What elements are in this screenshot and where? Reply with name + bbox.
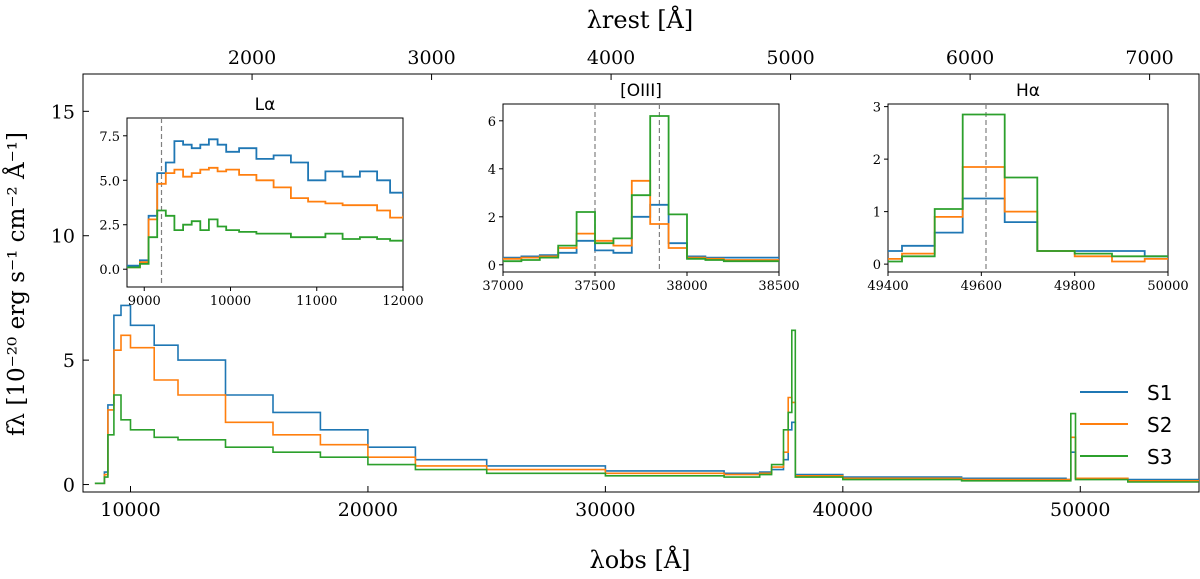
inset-title: Lα — [255, 95, 276, 115]
main-y-axis: 0 5 10 15 — [51, 101, 89, 497]
inset-series-line-s2 — [127, 166, 403, 269]
y-tick-label: 0 — [63, 475, 75, 497]
inset-y-tick-label: 0.0 — [99, 263, 120, 278]
inset-frame — [887, 103, 1169, 273]
inset-lyman-alpha: 9000 10000 11000 12000 0.0 2.5 5.0 7.5 Lα — [99, 95, 423, 309]
main-x-axis: 10000 20000 30000 40000 50000 — [100, 486, 1111, 521]
main-series-group — [94, 304, 1199, 485]
inset-x-tick-label: 38000 — [666, 279, 707, 294]
top-tick-label: 2000 — [228, 47, 276, 69]
top-rest-axis: 2000 3000 4000 5000 6000 7000 — [228, 47, 1174, 80]
inset-series-line-s1 — [127, 138, 403, 267]
inset-y-tick-label: 1 — [873, 206, 881, 221]
y-tick-label: 5 — [63, 350, 75, 372]
inset-y-tick-label: 2 — [873, 153, 881, 168]
y-tick-label: 10 — [51, 226, 75, 248]
inset-x-tick-label: 37000 — [482, 279, 523, 294]
inset-oiii: 37000 37500 38000 38500 0 2 4 6 [OIII] — [482, 81, 799, 294]
inset-x-tick-label: 49400 — [867, 279, 908, 294]
top-tick-label: 5000 — [766, 47, 814, 69]
legend-label-s2: S2 — [1147, 413, 1172, 437]
legend-label-s1: S1 — [1147, 381, 1172, 405]
inset-plot-area — [888, 104, 1168, 272]
inset-y-tick-label: 6 — [488, 115, 496, 130]
series-line-s2 — [94, 334, 1199, 485]
inset-plot-area — [127, 118, 403, 287]
inset-x-tick-label: 11000 — [296, 294, 337, 309]
inset-x-tick-label: 37500 — [574, 279, 615, 294]
top-axis-label: λrest [Å] — [587, 5, 694, 34]
y-tick-label: 15 — [51, 101, 75, 123]
inset-x-tick-label: 50000 — [1147, 279, 1188, 294]
inset-y-tick-label: 0 — [488, 259, 496, 274]
inset-y-tick-label: 4 — [488, 163, 496, 178]
legend-label-s3: S3 — [1147, 445, 1172, 469]
inset-y-tick-label: 0 — [873, 258, 881, 273]
inset-h-alpha: 49400 49600 49800 50000 0 1 2 3 Hα — [867, 81, 1188, 294]
inset-x-tick-label: 10000 — [210, 294, 251, 309]
main-plot-frame — [82, 73, 1200, 493]
inset-y-tick-label: 7.5 — [99, 130, 120, 145]
legend: S1 S2 S3 — [1080, 381, 1172, 469]
inset-y-tick-label: 2.5 — [99, 219, 120, 234]
inset-series-line-s2 — [888, 166, 1168, 263]
inset-x-tick-label: 38500 — [758, 279, 799, 294]
inset-plot-area — [503, 104, 779, 272]
inset-y-tick-label: 5.0 — [99, 174, 120, 189]
inset-y-tick-label: 3 — [873, 101, 881, 116]
y-axis-label: fλ [10⁻²⁰ erg s⁻¹ cm⁻² Å⁻¹] — [2, 132, 30, 436]
x-tick-label: 40000 — [813, 499, 873, 521]
top-tick-label: 6000 — [946, 47, 994, 69]
top-tick-label: 7000 — [1125, 47, 1173, 69]
inset-x-tick-label: 49600 — [961, 279, 1002, 294]
inset-series-line-s2 — [503, 179, 779, 261]
x-axis-label: λobs [Å] — [589, 545, 690, 574]
inset-series-line-s3 — [888, 113, 1168, 263]
x-tick-label: 10000 — [100, 499, 160, 521]
inset-frame — [502, 103, 780, 273]
inset-series-line-s3 — [127, 209, 403, 269]
inset-y-tick-label: 2 — [488, 211, 496, 226]
inset-title: [OIII] — [620, 81, 662, 101]
series-line-s1 — [94, 304, 1199, 485]
inset-x-tick-label: 49800 — [1054, 279, 1095, 294]
x-tick-label: 30000 — [575, 499, 635, 521]
top-tick-label: 4000 — [587, 47, 635, 69]
top-tick-label: 3000 — [407, 47, 455, 69]
inset-title: Hα — [1016, 81, 1040, 101]
inset-x-tick-label: 12000 — [382, 294, 423, 309]
inset-frame — [126, 117, 404, 288]
x-tick-label: 50000 — [1050, 499, 1110, 521]
inset-series-line-s3 — [503, 115, 779, 263]
inset-x-tick-label: 9000 — [128, 294, 161, 309]
x-tick-label: 20000 — [338, 499, 398, 521]
series-line-s3 — [94, 329, 1199, 485]
